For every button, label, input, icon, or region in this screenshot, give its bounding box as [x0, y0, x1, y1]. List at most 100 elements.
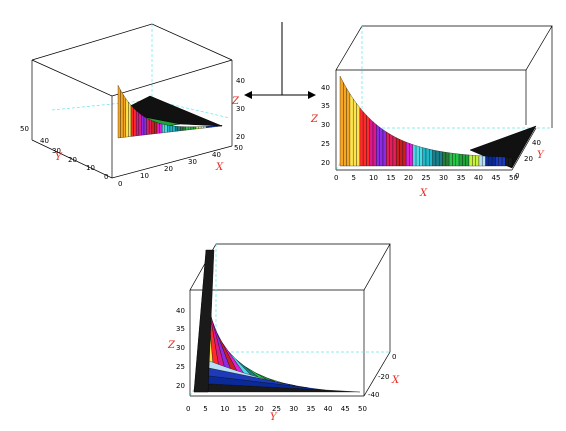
surface-band [198, 126, 202, 129]
surface-band [203, 126, 207, 129]
surface-band [154, 121, 158, 134]
surface-band [392, 135, 397, 167]
surface-band [216, 125, 220, 127]
z-axis-label: Z [167, 340, 176, 351]
surface-band [169, 125, 173, 133]
tick-label: 0 [104, 173, 108, 181]
surface-band [389, 133, 394, 167]
tick-label: 45 [492, 174, 501, 182]
tick-label: 10 [140, 172, 149, 180]
tick-label: 40 [40, 137, 49, 145]
surface-band [208, 125, 212, 128]
tick-label: 0 [186, 405, 190, 413]
surface-band [359, 107, 364, 167]
box-edge [335, 25, 553, 71]
box-dashed-edge [151, 99, 231, 119]
surface-band [117, 85, 121, 139]
tick-label: 10 [86, 164, 95, 172]
tick-label: 35 [306, 405, 315, 413]
surface-band [156, 122, 160, 134]
tick-label: 25 [176, 363, 185, 371]
y-axis-ticks: 0 5 10 15 20 25 30 35 40 45 50 [186, 405, 367, 413]
panel-top-right: 0 5 10 15 20 25 30 35 40 45 50 X 40 35 30 25 20 Z … [310, 25, 553, 199]
tick-label: 30 [321, 121, 330, 129]
surface-band [146, 117, 150, 135]
surface-band [379, 126, 384, 167]
surface-band [396, 137, 400, 167]
surface-band [369, 118, 374, 167]
tick-label: 50 [20, 125, 29, 133]
box-edge [511, 127, 537, 171]
tick-label: 20 [321, 159, 330, 167]
surface-band [159, 123, 163, 134]
tick-label: 20 [524, 155, 533, 163]
surface-band [399, 138, 403, 167]
tick-label: 15 [238, 405, 247, 413]
surface-band [419, 146, 423, 167]
z-axis-ticks: 40 30 20 [236, 77, 245, 141]
x-axis-ticks: 0 -20 -40 [368, 353, 396, 399]
surface-band [482, 155, 486, 167]
tick-label: 25 [272, 405, 281, 413]
surface-band [185, 126, 189, 131]
y-axis-ticks: 50 40 30 20 10 0 [20, 125, 108, 181]
panel-bottom-center: 0 5 10 15 20 25 30 35 40 45 50 Y 40 35 30 25 20 Z … [167, 243, 400, 423]
surface-band [449, 152, 453, 167]
tick-label: 50 [509, 174, 518, 182]
surface-band [177, 126, 181, 132]
surface-band [130, 104, 134, 137]
surface-band [402, 140, 407, 167]
tick-label: -40 [368, 391, 379, 399]
tick-label: 40 [236, 77, 245, 85]
tick-label: 20 [176, 382, 185, 390]
x-axis-label: X [215, 162, 224, 173]
x-axis-label: X [391, 375, 400, 386]
tick-label: 30 [236, 105, 245, 113]
surface-band [211, 125, 215, 128]
surface-band [219, 125, 223, 127]
surface-band [475, 155, 480, 167]
double-arrow-icon [244, 22, 316, 99]
surface-band [492, 156, 496, 167]
surface-band [136, 110, 139, 137]
surface-band [366, 114, 370, 167]
surface-band [409, 143, 413, 167]
tick-label: 10 [220, 405, 229, 413]
z-axis-label: Z [231, 96, 240, 107]
x-axis-label: X [419, 188, 428, 199]
y-axis-label: Y [537, 150, 545, 161]
box-edge [363, 351, 391, 397]
surface-band [468, 154, 473, 167]
z-axis-ticks: 40 35 30 25 20 [321, 84, 330, 167]
surface-band [452, 153, 456, 167]
surface-band [120, 89, 124, 138]
surface-band [125, 98, 129, 138]
z-axis-ticks: 40 35 30 25 20 [176, 307, 185, 390]
y-axis-ticks: 0 20 40 [515, 139, 541, 180]
surface-band [495, 156, 499, 167]
box-edge [31, 23, 233, 61]
tick-label: -20 [378, 373, 389, 381]
surface-band [372, 121, 377, 167]
tick-label: 30 [188, 158, 197, 166]
tick-label: 40 [324, 405, 333, 413]
tick-label: 0 [118, 180, 122, 188]
y-axis-label: Y [270, 412, 278, 423]
box-edge [31, 59, 233, 97]
surface-band [188, 126, 191, 131]
tick-label: 40 [321, 84, 330, 92]
surface-band [206, 126, 210, 128]
surface-band-strip [339, 75, 513, 167]
z-axis-label: Z [310, 114, 319, 125]
surface-band [195, 126, 199, 130]
x-axis-ticks: 0 5 10 15 20 25 30 35 40 45 50 [334, 174, 518, 182]
x-axis-ticks: 0 10 20 30 40 50 [118, 144, 243, 188]
surface-band [143, 116, 147, 136]
tick-label: 0 [515, 172, 519, 180]
tick-label: 35 [321, 102, 330, 110]
surface-band [425, 148, 430, 167]
panel-top-left: 50 40 30 20 10 0 Y 0 10 20 30 40 50 X 40… [20, 23, 245, 188]
tick-label: 20 [255, 405, 264, 413]
surface-band [167, 124, 171, 133]
